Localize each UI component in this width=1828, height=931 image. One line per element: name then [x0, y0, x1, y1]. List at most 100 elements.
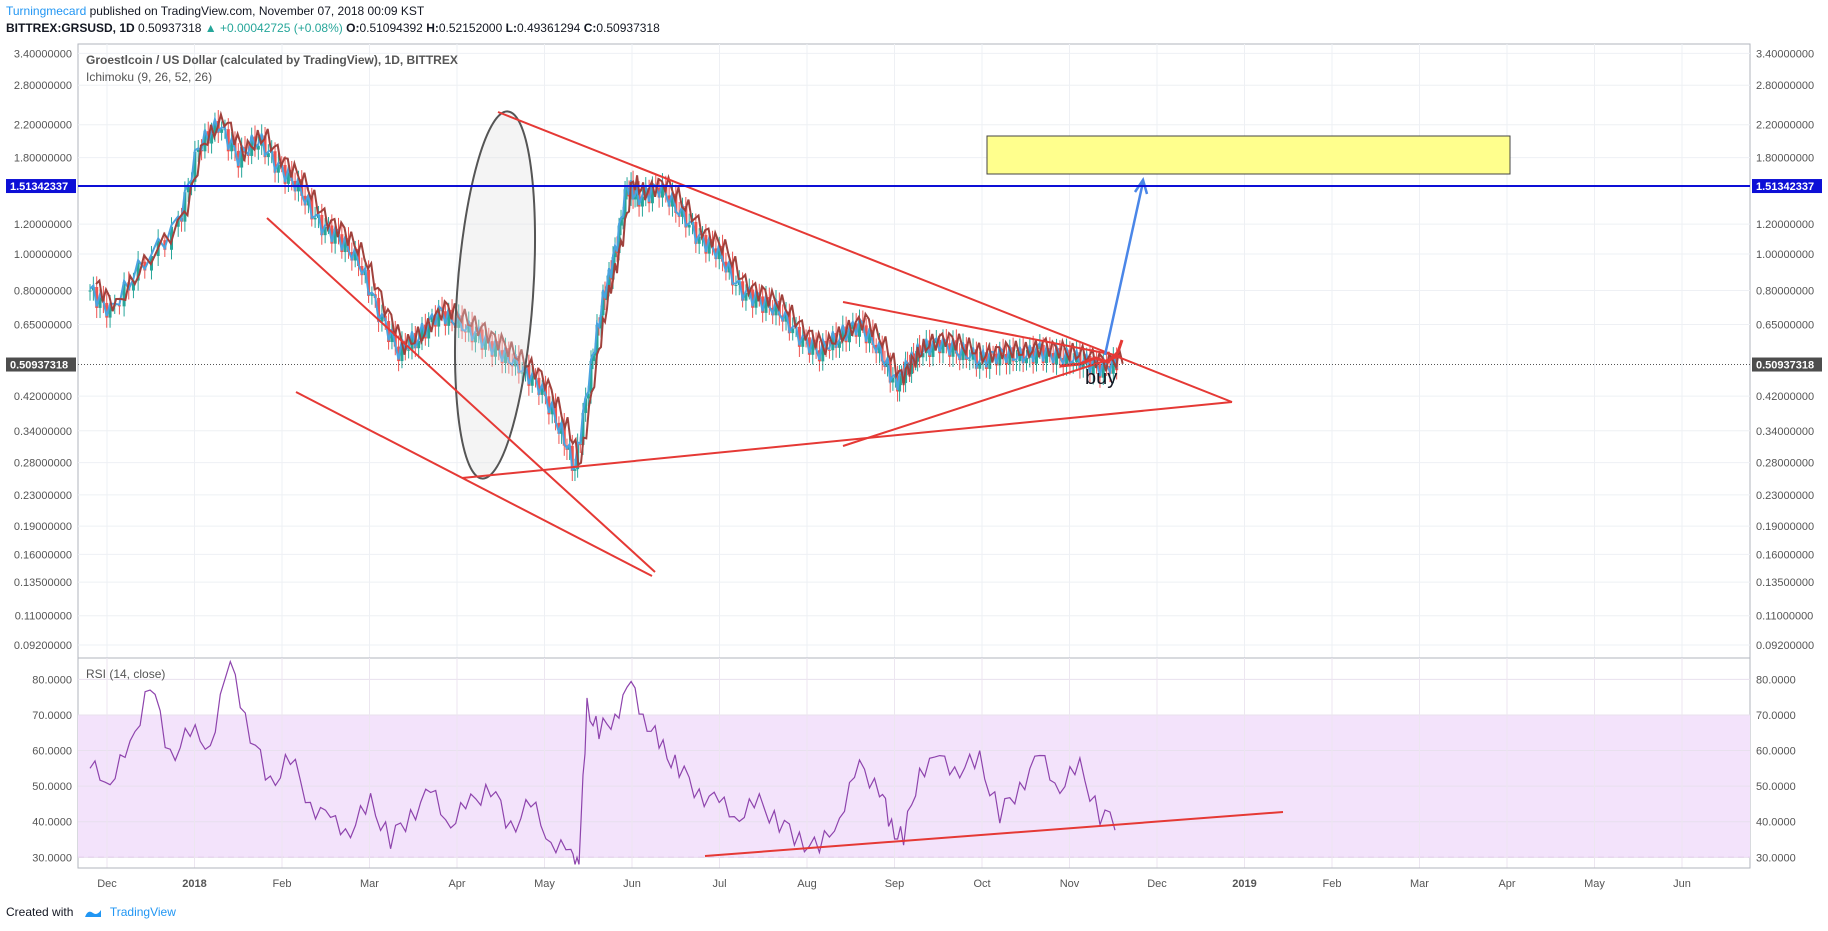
candle-body	[260, 135, 264, 146]
y-tick-label: 0.34000000	[1756, 426, 1814, 438]
candle-body	[473, 333, 477, 343]
candle-body	[500, 350, 504, 364]
candle-body	[467, 322, 471, 333]
rsi-tick-label: 30.0000	[32, 852, 72, 864]
rsi-tick-label: 40.0000	[32, 817, 72, 829]
y-tick-label: 0.42000000	[1756, 391, 1814, 403]
low-value: 0.49361294	[516, 21, 581, 35]
rsi-series	[89, 659, 1116, 865]
candle-body	[357, 248, 361, 267]
candle-body	[387, 321, 391, 343]
candle-body	[176, 217, 180, 227]
author-link[interactable]: Turningmecard	[6, 4, 87, 18]
candle-body	[256, 145, 260, 150]
candle-body	[591, 355, 595, 361]
candle-body	[210, 133, 214, 144]
rsi-tick-label: 70.0000	[1756, 710, 1796, 722]
candle-body	[514, 355, 518, 367]
tradingview-logo-icon	[84, 909, 101, 917]
rsi-tick-label: 50.0000	[32, 781, 72, 793]
candle-body	[854, 323, 858, 337]
candle-body	[717, 245, 721, 260]
candle-body	[417, 340, 421, 349]
candle-body	[1008, 347, 1012, 365]
wedge-upper-line	[266, 217, 656, 573]
drawings	[266, 110, 1511, 577]
x-tick-label: Dec	[1147, 878, 1167, 890]
tradingview-link[interactable]: TradingView	[109, 905, 176, 919]
candle-body	[1091, 360, 1095, 375]
candle-body	[493, 341, 497, 357]
candle-body	[921, 353, 925, 358]
buy-squiggle	[1059, 339, 1124, 368]
candle-body	[393, 330, 397, 347]
candle-body	[490, 341, 494, 357]
candle-body	[928, 340, 932, 357]
candle-body	[593, 353, 597, 356]
rsi-title: RSI (14, close)	[86, 667, 165, 681]
candle-body	[617, 225, 621, 254]
wedge-lower-line	[295, 391, 653, 577]
candle-body	[589, 360, 593, 394]
candle-body	[784, 311, 788, 322]
candle-body	[131, 280, 135, 291]
candle-body	[213, 120, 217, 134]
candle-body	[1031, 346, 1035, 364]
y-tick-label: 1.00000000	[1756, 249, 1814, 261]
candle-body	[427, 322, 431, 339]
hline-tag-left	[6, 179, 76, 194]
x-tick-label: Nov	[1060, 878, 1080, 890]
candle-body	[136, 261, 140, 281]
y-tick-label: 0.11000000	[15, 611, 72, 623]
candle-body	[807, 337, 811, 355]
candle-body	[650, 185, 654, 204]
ellipse-drawing	[453, 110, 537, 480]
y-tick-label: 0.80000000	[1756, 286, 1814, 298]
inner-lower-line	[842, 355, 1121, 447]
y-tick-label: 1.80000000	[14, 153, 72, 165]
rsi-y-axis-left: 80.0000 70.0000 60.0000 50.0000 40.0000 30.00…	[32, 674, 72, 864]
candle-body	[704, 235, 708, 254]
candle-body	[420, 324, 424, 341]
candle-body	[1055, 347, 1059, 365]
y-axis-left: 3.40000000 2.80000000 2.20000000 1.80000000…	[14, 48, 72, 652]
candle-body	[303, 195, 307, 206]
rsi-y-axis-right: 80.0000 70.0000 60.0000 50.0000 40.0000 30.00…	[1756, 674, 1796, 864]
x-axis: Dec 2018 Feb Mar Apr May Jun Jul Aug Sep Oct Nov Dec…	[97, 878, 1691, 890]
candle-body	[236, 150, 240, 168]
x-tick-label: Jul	[712, 878, 726, 890]
candle-body	[640, 196, 644, 207]
candle-body	[1028, 346, 1032, 358]
candle-body	[544, 386, 548, 397]
candle-body	[447, 309, 451, 326]
candle-body	[1035, 348, 1039, 364]
last-tag-right	[1752, 357, 1822, 372]
candle-body	[400, 340, 404, 362]
candle-body	[644, 188, 648, 197]
candle-body	[98, 295, 102, 308]
y-tick-label: 0.65000000	[14, 320, 72, 332]
candle-body	[674, 193, 678, 213]
candle-body	[547, 396, 551, 415]
candle-body	[196, 149, 200, 152]
x-tick-label: Mar	[1410, 878, 1429, 890]
candle-body	[407, 349, 411, 351]
candle-body	[978, 362, 982, 369]
candle-body	[1101, 360, 1105, 378]
candle-body	[183, 192, 187, 222]
candle-body	[888, 359, 892, 383]
candle-body	[430, 315, 434, 323]
y-tick-label: 0.09200000	[14, 640, 72, 652]
candle-body	[1065, 349, 1069, 367]
candle-body	[186, 185, 190, 193]
hline-label-left: 1.51342337	[10, 181, 68, 193]
footer: Created with TradingView	[6, 905, 176, 919]
candle-body	[924, 340, 928, 354]
candle-body	[122, 282, 126, 307]
candle-body	[621, 218, 625, 220]
x-tick-label: May	[1584, 878, 1605, 890]
candle-body	[530, 375, 534, 386]
candle-body	[367, 269, 371, 296]
y-tick-label: 0.19000000	[14, 521, 72, 533]
